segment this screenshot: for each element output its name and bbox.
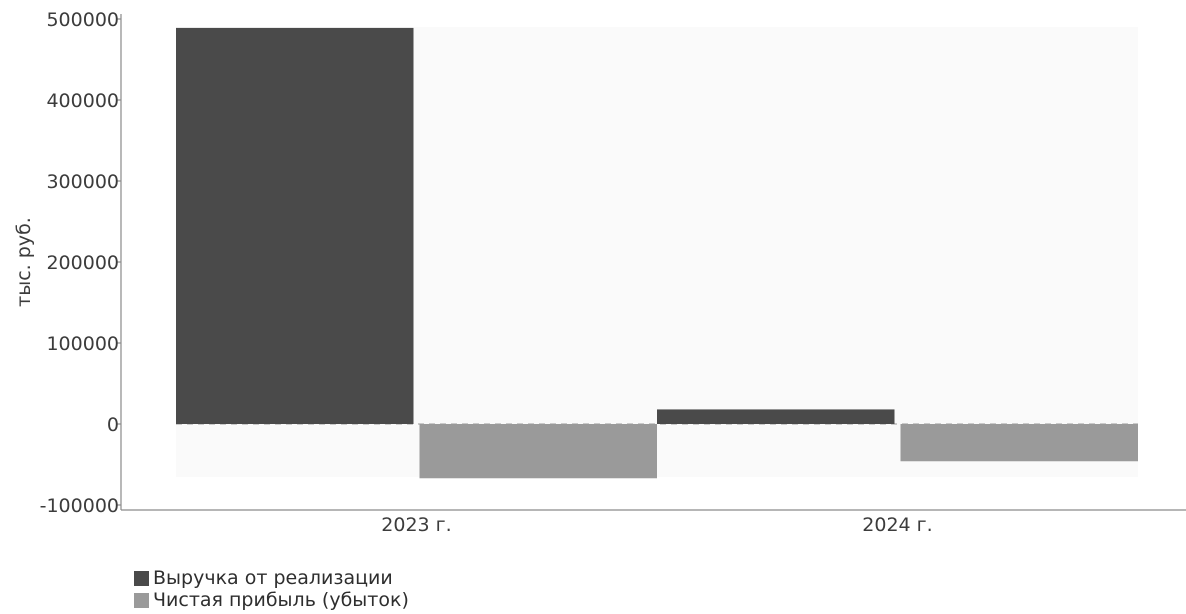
y-tick-label: 200000 bbox=[46, 252, 119, 274]
legend-item-net-profit: Чистая прибыль (убыток) bbox=[134, 589, 409, 611]
y-tick-label: 300000 bbox=[46, 171, 119, 193]
bar-net-profit-2 bbox=[900, 424, 1138, 462]
bar-revenue-1 bbox=[176, 27, 414, 424]
y-tick-label: 0 bbox=[107, 414, 119, 436]
bar-revenue-2 bbox=[657, 409, 895, 424]
y-tick-label: 400000 bbox=[46, 90, 119, 112]
legend-swatch-net-profit bbox=[134, 592, 149, 608]
y-tick-label: -100000 bbox=[40, 495, 119, 517]
y-axis-label: тыс. руб. bbox=[13, 217, 35, 307]
x-category-label: 2023 г. bbox=[381, 514, 451, 536]
bar-net-profit-1 bbox=[419, 424, 657, 479]
y-tick-label: 100000 bbox=[46, 333, 119, 355]
legend-label-revenue: Выручка от реализации bbox=[153, 567, 393, 589]
legend-label-net-profit: Чистая прибыль (убыток) bbox=[153, 589, 409, 611]
x-category-label: 2024 г. bbox=[862, 514, 932, 536]
legend: Выручка от реализации Чистая прибыль (уб… bbox=[134, 567, 409, 611]
legend-item-revenue: Выручка от реализации bbox=[134, 567, 409, 589]
legend-swatch-revenue bbox=[134, 570, 149, 586]
y-tick-label: 500000 bbox=[46, 9, 119, 31]
